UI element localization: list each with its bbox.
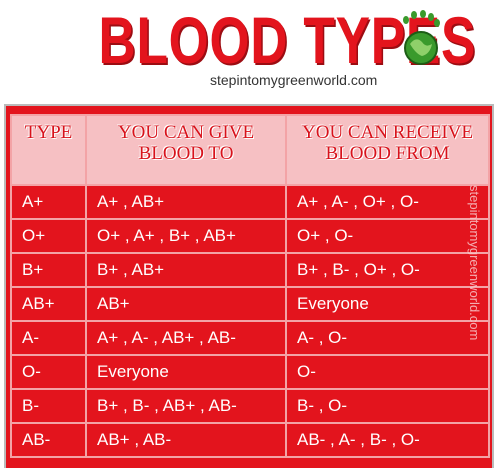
table-cell: A+ , A- , O+ , O- [285, 184, 490, 220]
table-cell: B+ , AB+ [85, 252, 287, 288]
table-cell: A+ , A- , AB+ , AB- [85, 320, 287, 356]
table-row: B- B+ , B- , AB+ , AB- B- , O- [10, 388, 490, 424]
table-row: O- Everyone O- [10, 354, 490, 390]
title: BLOOD TYPES [98, 3, 477, 77]
table-cell: Everyone [85, 354, 287, 390]
table-cell: A+ , AB+ [85, 184, 287, 220]
table-row: A- A+ , A- , AB+ , AB- A- , O- [10, 320, 490, 356]
table-row: A+ A+ , AB+ A+ , A- , O+ , O- [10, 184, 490, 220]
table-row: O+ O+ , A+ , B+ , AB+ O+ , O- [10, 218, 490, 254]
logo [403, 10, 440, 65]
table-cell: Everyone [285, 286, 490, 322]
table-row: B+ B+ , AB+ B+ , B- , O+ , O- [10, 252, 490, 288]
column-header: YOU CAN RECEIVE BLOOD FROM [285, 114, 490, 186]
table-cell: B- [10, 388, 87, 424]
table-cell: A- , O- [285, 320, 490, 356]
table-cell: O+ , A+ , B+ , AB+ [85, 218, 287, 254]
table-cell: O- [10, 354, 87, 390]
table-cell: B+ , B- , O+ , O- [285, 252, 490, 288]
watermark: stepintomygreenworld.com [467, 185, 482, 341]
table-cell: AB+ [85, 286, 287, 322]
table-cell: AB- [10, 422, 87, 458]
table-cell: A+ [10, 184, 87, 220]
table-body: A+ A+ , AB+ A+ , A- , O+ , O- O+ O+ , A+ , B… [10, 184, 490, 458]
blood-table: TYPE YOU CAN GIVE BLOOD TO YOU CAN RECEIVE… [10, 114, 490, 458]
table-cell: O+ , O- [285, 218, 490, 254]
table-cell: AB+ , AB- [85, 422, 287, 458]
header-row: TYPE YOU CAN GIVE BLOOD TO YOU CAN RECEIVE… [10, 114, 490, 186]
table-cell: B+ [10, 252, 87, 288]
table-cell: AB+ [10, 286, 87, 322]
table-cell: B+ , B- , AB+ , AB- [85, 388, 287, 424]
table-cell: O- [285, 354, 490, 390]
table-cell: A- [10, 320, 87, 356]
table-cell: O+ [10, 218, 87, 254]
table-cell: AB- , A- , B- , O- [285, 422, 490, 458]
table-cell: B- , O- [285, 388, 490, 424]
table-row: AB+ AB+ Everyone [10, 286, 490, 322]
column-header: TYPE [10, 114, 87, 186]
column-header: YOU CAN GIVE BLOOD TO [85, 114, 287, 186]
table-row: AB- AB+ , AB- AB- , A- , B- , O- [10, 422, 490, 458]
website: stepintomygreenworld.com [210, 72, 378, 88]
